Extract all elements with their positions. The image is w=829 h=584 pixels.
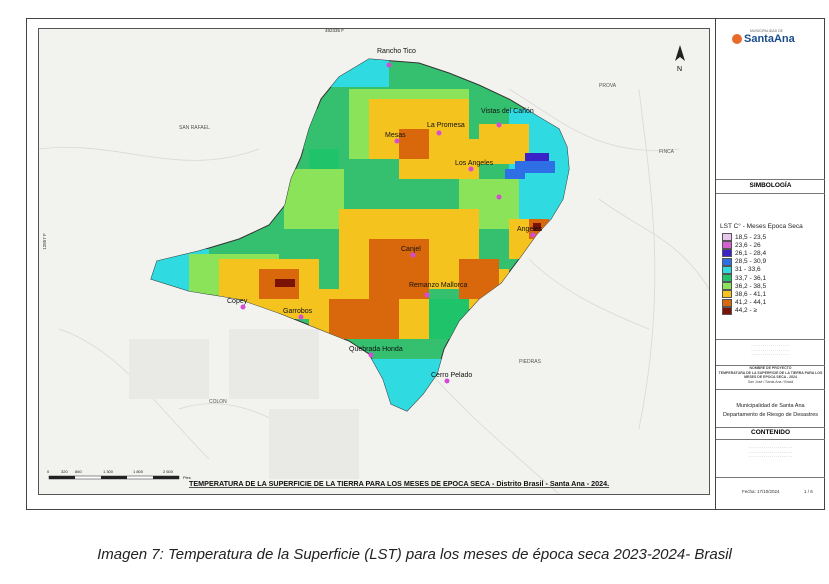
grid-label-left: 12857 F [41,233,47,250]
legend-item: 44,2 - ≥ [722,306,757,315]
logo: SantaAna [732,33,795,45]
legend-item: 38,6 - 41,1 [722,290,767,299]
symbology-title: SIMBOLOGÍA [716,179,825,194]
map-title: TEMPERATURA DE LA SUPERFICIE DE LA TIERR… [189,479,609,488]
logo-text: SantaAna [744,33,795,45]
place-label: Angeles [517,226,543,233]
project-name: TEMPERATURA DE LA SUPERFICIE DE LA TIERR… [718,370,823,380]
scale-bar: 0 320 860 1 300 1 800 2 600 Pies [47,469,191,480]
context-label: FINCA [659,149,675,155]
svg-text:0: 0 [47,469,50,474]
org-name: Municipalidad de Santa Ana [736,403,805,409]
north-arrow-icon: N [675,45,685,73]
svg-text:N: N [677,66,682,73]
place-label: Vistas del Cañón [481,108,534,115]
legend-swatch [722,265,732,274]
page-label: 1 / 6 [804,489,813,494]
legend-label: 38,6 - 41,1 [735,290,767,298]
content-box: . . . . . . . . . . . . . . . . . . . . … [716,439,825,478]
legend-swatch [722,282,732,291]
context-label: SAN RAFAEL [179,125,210,131]
legend-swatch [722,298,732,307]
project-sub: San José / Santa Ana / Brasil [747,379,794,384]
metadata-box: . . . . . . . . . . . . . . . . . . . ..… [716,339,825,366]
legend-swatch [722,306,732,315]
legend-swatch [722,233,732,241]
content-heading: CONTENIDO [716,427,825,440]
svg-text:320: 320 [61,469,68,474]
place-label: Remanzo Mallorca [409,282,467,289]
logo-top-text: MUNICIPALIDAD DE [750,29,783,33]
context-label: COLON [209,399,227,405]
grid-label-top: 482335 F [325,28,345,33]
legend-label: 33,7 - 36,1 [735,274,767,282]
place-label: La Promesa [427,122,465,129]
logo-mark-icon [732,34,742,44]
legend-item: 41,2 - 44,1 [722,298,767,307]
legend-label: 23,6 - 26 [735,241,761,249]
legend-swatch [722,249,732,258]
place-label: Copey [227,298,248,305]
footer-box: Fecha: 17/10/2024 1 / 6 [716,477,825,509]
svg-text:1 800: 1 800 [133,469,144,474]
legend-item: 31 - 33,6 [722,265,761,274]
legend-label: 26,1 - 28,4 [735,249,767,257]
legend-item: 26,1 - 28,4 [722,249,767,258]
logo-box: MUNICIPALIDAD DE SantaAna [716,19,825,180]
svg-text:2 600: 2 600 [163,469,174,474]
lst-map: Rancho Tico Vistas del Cañón La Promesa … [39,29,709,494]
svg-text:1 300: 1 300 [103,469,114,474]
dept-name: Departamento de Riesgo de Desastres [722,412,819,418]
legend-label: 31 - 33,6 [735,266,761,274]
org-box: Municipalidad de Santa Ana Departamento … [716,389,825,428]
place-label: Los Angeles [455,160,494,167]
svg-text:860: 860 [75,469,82,474]
legend-swatch [722,241,732,250]
place-label: Garrobos [283,308,313,315]
map-sheet: Rancho Tico Vistas del Cañón La Promesa … [26,18,825,510]
figure-caption: Imagen 7: Temperatura de la Superficie (… [97,546,732,563]
context-label: PIEDRAS [519,359,542,365]
legend-title: LST C° - Meses Epoca Seca [720,223,803,230]
legend-item: 33,7 - 36,1 [722,274,766,282]
legend-label: 44,2 - ≥ [735,307,757,315]
place-label: Mesas [385,132,406,139]
place-label: Canjel [401,246,421,253]
legend-item: 23,6 - 26 [722,241,761,250]
context-label: PROVA [599,83,617,89]
date-label: Fecha: 17/10/2024 [742,489,780,494]
place-markers [240,62,536,384]
legend-swatch [722,257,732,266]
place-label: Cerro Pelado [431,372,472,379]
legend-swatch [722,274,732,282]
legend-item: 28,5 - 30,9 [722,257,767,266]
legend-label: 41,2 - 44,1 [735,299,767,307]
place-label: Quebrada Honda [349,346,403,353]
legend-label: 36,2 - 38,5 [735,282,767,290]
place-label: Rancho Tico [377,48,416,55]
legend-label: 18,5 - 23,5 [735,233,767,241]
legend-item: 36,2 - 38,5 [722,282,767,291]
legend-label: 28,5 - 30,9 [735,258,767,266]
legend-box: LST C° - Meses Epoca Seca 18,5 - 23,5 23,… [716,193,825,340]
project-box: NOMBRE DE PROYECTO TEMPERATURA DE LA SUP… [716,365,825,390]
map-sidebar: MUNICIPALIDAD DE SantaAna SIMBOLOGÍA LST… [715,19,825,509]
project-heading: NOMBRE DE PROYECTO [749,366,792,370]
legend-swatch [722,290,732,299]
legend-item: 18,5 - 23,5 [722,233,766,241]
map-frame: Rancho Tico Vistas del Cañón La Promesa … [38,28,710,495]
svg-text:Pies: Pies [183,475,191,480]
